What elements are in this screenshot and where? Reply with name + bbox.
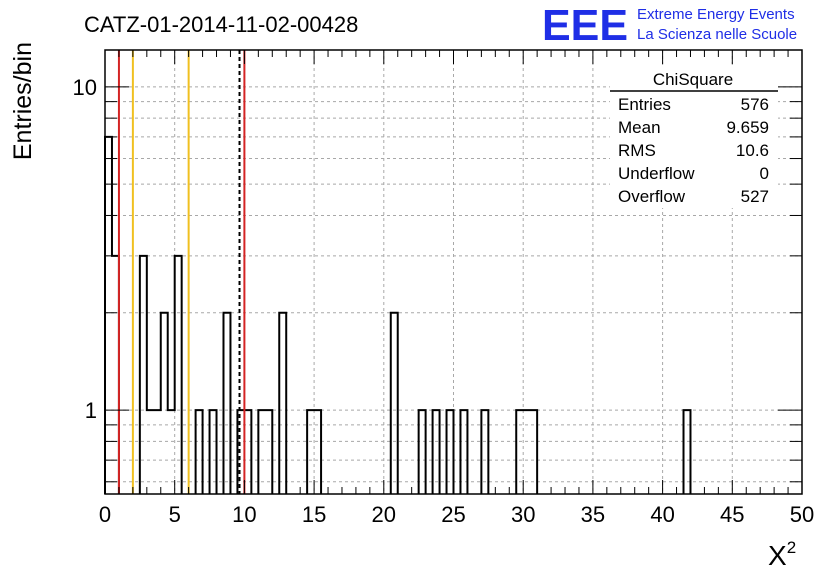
stats-row-label: Mean	[618, 118, 661, 137]
x-axis-label: X2	[768, 538, 796, 571]
axis-ticks	[104, 50, 803, 494]
x-tick-label: 5	[169, 502, 181, 527]
x-axis-label-base: X	[768, 540, 787, 571]
y-tick-label: 10	[73, 75, 97, 100]
histogram-bin	[112, 256, 119, 494]
x-tick-label: 20	[372, 502, 396, 527]
x-tick-label: 40	[650, 502, 674, 527]
histogram-bin	[105, 137, 112, 494]
stats-box-title: ChiSquare	[653, 70, 733, 89]
histogram-bin	[161, 313, 168, 494]
x-tick-label: 50	[790, 502, 814, 527]
stats-row-label: Entries	[618, 95, 671, 114]
stats-row-label: Underflow	[618, 164, 695, 183]
x-tick-labels: 0 5 10 15 20 25 30 35 40 45 50	[99, 502, 814, 527]
stats-row-label: RMS	[618, 141, 656, 160]
eee-logo-line2: La Scienza nelle Scuole	[637, 26, 797, 43]
histogram-bin	[223, 313, 230, 494]
eee-logo-mark: EEE	[542, 1, 628, 50]
x-tick-label: 15	[302, 502, 326, 527]
x-tick-label: 10	[232, 502, 256, 527]
x-tick-label: 0	[99, 502, 111, 527]
marker-lines	[117, 50, 246, 494]
histogram-outline	[104, 135, 692, 494]
x-tick-label: 30	[511, 502, 535, 527]
stats-box: ChiSquare Entries 576 Mean 9.659 RMS 10.6 Unde…	[610, 68, 778, 208]
histogram-bin	[140, 256, 147, 494]
stats-row-value: 10.6	[736, 141, 769, 160]
stats-row-value: 527	[741, 187, 769, 206]
histogram-bin	[279, 313, 286, 494]
x-tick-label: 35	[581, 502, 605, 527]
stats-row-value: 576	[741, 95, 769, 114]
x-tick-label: 25	[441, 502, 465, 527]
y-tick-label: 1	[85, 398, 97, 423]
histogram-bars	[104, 135, 692, 494]
y-tick-labels: 1 10	[73, 75, 97, 423]
histogram-bin	[391, 313, 398, 494]
chart-title: CATZ-01-2014-11-02-00428	[84, 12, 358, 37]
stats-row-label: Overflow	[618, 187, 686, 206]
x-tick-label: 45	[720, 502, 744, 527]
histogram-bin	[175, 256, 182, 494]
stats-rows: Entries 576 Mean 9.659 RMS 10.6 Underflow 0 Over…	[618, 95, 769, 206]
stats-row-value: 0	[760, 164, 769, 183]
stats-row-value: 9.659	[726, 118, 769, 137]
eee-logo: EEE Extreme Energy Events La Scienza nel…	[542, 1, 797, 50]
eee-logo-line1: Extreme Energy Events	[637, 6, 795, 23]
y-axis-label: Entries/bin	[9, 42, 37, 160]
x-axis-label-superscript: 2	[787, 538, 796, 557]
